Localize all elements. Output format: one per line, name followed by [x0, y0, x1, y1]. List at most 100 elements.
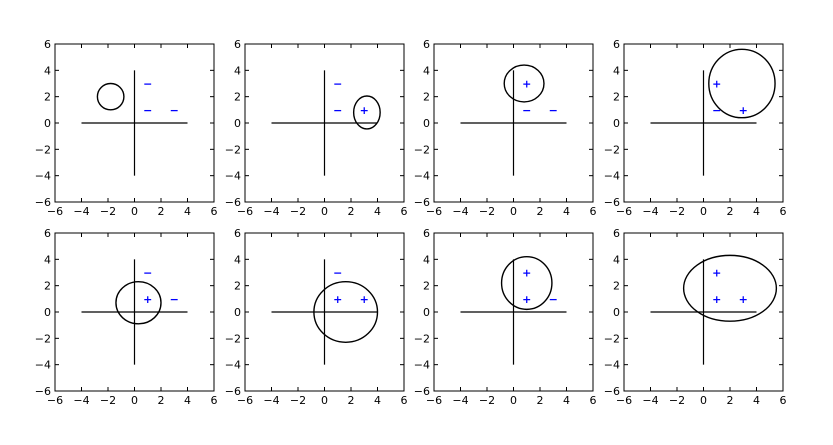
y-tick-label: 6: [423, 38, 430, 51]
y-tick-label: 0: [613, 306, 620, 319]
y-tick-label: 6: [423, 227, 430, 240]
negative-point: −: [522, 104, 531, 117]
x-tick-label: 0: [700, 205, 707, 218]
x-tick-label: 0: [131, 205, 138, 218]
y-tick-label: −6: [225, 196, 241, 209]
x-tick-label: 0: [131, 394, 138, 407]
x-tick-label: −4: [73, 394, 89, 407]
y-tick-label: 6: [613, 38, 620, 51]
y-tick-label: −4: [414, 359, 430, 372]
x-tick-label: −2: [290, 394, 306, 407]
y-tick-label: −2: [414, 332, 430, 345]
y-tick-label: 4: [44, 64, 51, 77]
y-tick-label: −4: [35, 359, 51, 372]
positive-point: +: [143, 293, 152, 306]
x-tick-label: 0: [321, 394, 328, 407]
y-tick-label: 4: [613, 64, 620, 77]
x-tick-label: 4: [753, 394, 760, 407]
x-tick-label: 4: [374, 394, 381, 407]
x-tick-label: 6: [780, 394, 787, 407]
x-tick-label: −4: [642, 394, 658, 407]
x-tick-label: −4: [263, 394, 279, 407]
negative-point: −: [170, 293, 179, 306]
y-tick-label: −2: [414, 143, 430, 156]
y-tick-label: 2: [44, 91, 51, 104]
y-tick-label: 0: [613, 117, 620, 130]
y-tick-label: 2: [613, 91, 620, 104]
x-tick-label: −6: [237, 394, 253, 407]
classifier-circle: [313, 281, 379, 343]
x-tick-label: −4: [452, 205, 468, 218]
positive-point: +: [522, 267, 531, 280]
negative-point: −: [143, 267, 152, 280]
negative-point: −: [712, 104, 721, 117]
y-tick-label: −2: [604, 143, 620, 156]
y-tick-label: 0: [234, 306, 241, 319]
positive-point: +: [360, 293, 369, 306]
y-tick-label: −4: [225, 359, 241, 372]
x-tick-label: 6: [590, 394, 597, 407]
y-tick-label: 0: [234, 117, 241, 130]
negative-point: −: [549, 293, 558, 306]
x-tick-label: −4: [263, 205, 279, 218]
positive-point: +: [522, 78, 531, 91]
y-tick-label: 4: [44, 253, 51, 266]
x-tick-label: −2: [479, 205, 495, 218]
negative-point: −: [170, 104, 179, 117]
x-tick-label: 6: [401, 205, 408, 218]
negative-point: −: [143, 104, 152, 117]
y-tick-label: −6: [414, 385, 430, 398]
y-tick-label: 4: [613, 253, 620, 266]
x-tick-label: −2: [100, 205, 116, 218]
classifier-circle: [503, 64, 545, 103]
y-tick-label: −2: [35, 143, 51, 156]
subplot-7: −6−6 −4 −4 −2 −2 0 0 2 2 4 4 6 6 + + −: [414, 227, 597, 407]
y-tick-label: −6: [35, 385, 51, 398]
x-tick-label: −6: [426, 205, 442, 218]
negative-point: −: [143, 78, 152, 91]
x-tick-label: 6: [780, 205, 787, 218]
y-tick-label: 0: [423, 117, 430, 130]
x-tick-label: 2: [727, 205, 734, 218]
subplot-2: −6−6 −4 −4 −2 −2 0 0 2 2 4 4 6 6 − − +: [225, 38, 408, 218]
positive-point: +: [522, 293, 531, 306]
x-tick-label: −2: [479, 394, 495, 407]
y-tick-label: 6: [234, 227, 241, 240]
y-tick-label: 6: [613, 227, 620, 240]
y-tick-label: −6: [35, 196, 51, 209]
negative-point: −: [333, 104, 342, 117]
x-tick-label: −6: [616, 394, 632, 407]
y-tick-label: −2: [35, 332, 51, 345]
y-tick-label: 6: [44, 227, 51, 240]
negative-point: −: [333, 267, 342, 280]
x-tick-label: −6: [237, 205, 253, 218]
positive-point: +: [739, 293, 748, 306]
x-tick-label: 2: [348, 205, 355, 218]
y-tick-label: 2: [234, 280, 241, 293]
y-tick-label: 6: [234, 38, 241, 51]
y-tick-label: −4: [414, 170, 430, 183]
y-tick-label: −6: [414, 196, 430, 209]
x-tick-label: 6: [401, 394, 408, 407]
x-tick-label: 2: [158, 205, 165, 218]
y-tick-label: 2: [423, 280, 430, 293]
x-tick-label: −2: [669, 205, 685, 218]
y-tick-label: 2: [234, 91, 241, 104]
x-tick-label: −6: [47, 394, 63, 407]
x-tick-label: −4: [452, 394, 468, 407]
x-tick-label: 4: [563, 394, 570, 407]
subplot-4: −6−6 −4 −4 −2 −2 0 0 2 2 4 4 6 6 + − +: [604, 38, 787, 218]
x-tick-label: −6: [426, 394, 442, 407]
y-tick-label: 4: [423, 64, 430, 77]
subplot-8: −6−6 −4 −4 −2 −2 0 0 2 2 4 4 6 6 + + +: [604, 227, 787, 407]
classifier-circle: [352, 95, 381, 130]
y-tick-label: −4: [35, 170, 51, 183]
subplot-5: −6−6 −4 −4 −2 −2 0 0 2 2 4 4 6 6 − + −: [35, 227, 218, 407]
x-tick-label: 4: [753, 205, 760, 218]
x-tick-label: −6: [47, 205, 63, 218]
y-tick-label: 4: [234, 253, 241, 266]
y-tick-label: 2: [44, 280, 51, 293]
y-tick-label: 4: [234, 64, 241, 77]
y-tick-label: −2: [225, 143, 241, 156]
